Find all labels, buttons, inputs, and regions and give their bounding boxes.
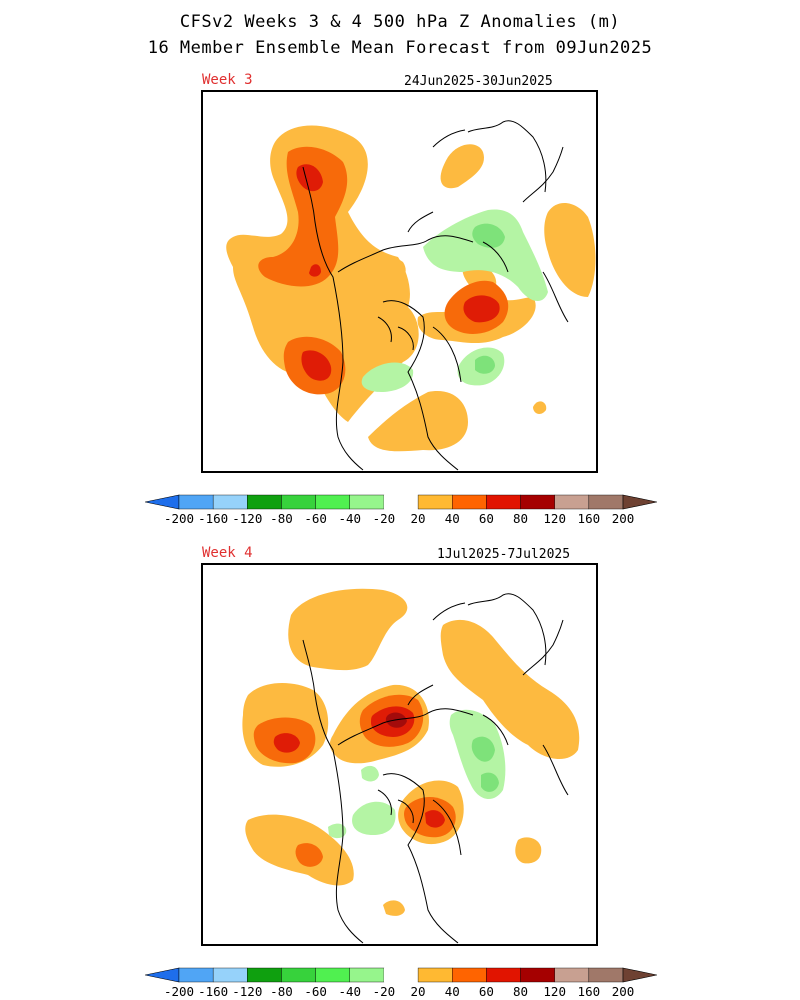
colorbar-swatch xyxy=(452,967,487,983)
colorbar-swatch xyxy=(315,967,350,983)
colorbar-swatch xyxy=(349,494,385,510)
colorbar-tick-label: -80 xyxy=(270,511,293,526)
colorbar-tick-label: -160 xyxy=(198,511,229,526)
colorbar-swatch xyxy=(417,494,453,510)
colorbar-swatch xyxy=(383,495,419,509)
week4-colorbar xyxy=(145,967,657,983)
colorbar-swatch xyxy=(417,967,453,983)
panel-week3-dates: 24Jun2025-30Jun2025 xyxy=(404,74,553,89)
week4-colorbar-labels: -200 -160 -120 -80 -60 -40 -20 20 40 60 80 120 160 20… xyxy=(145,984,657,1000)
colorbar-swatch xyxy=(588,494,624,510)
colorbar-end-cap-high xyxy=(622,967,657,983)
week3-anomaly-map xyxy=(201,90,598,473)
colorbar-swatch xyxy=(452,494,487,510)
colorbar-tick-label: -60 xyxy=(304,511,327,526)
week3-negative-40-region xyxy=(472,223,505,374)
colorbar-tick-label: 20 xyxy=(410,984,426,999)
week4-negative-40-region xyxy=(471,736,499,792)
colorbar-tick-label: -200 xyxy=(163,511,195,526)
colorbar-tick-label: 40 xyxy=(444,984,460,999)
colorbar-tick-label: -160 xyxy=(198,984,229,999)
colorbar-swatch xyxy=(554,494,590,510)
week3-negative-20-region xyxy=(361,209,548,392)
colorbar-swatch xyxy=(486,967,521,983)
chart-subtitle: 16 Member Ensemble Mean Forecast from 09… xyxy=(147,38,653,58)
colorbar-tick-label: -60 xyxy=(304,984,327,999)
colorbar-swatch xyxy=(178,494,214,510)
colorbar-swatch xyxy=(247,494,282,510)
colorbar-tick-label: 40 xyxy=(444,511,460,526)
colorbar-swatch xyxy=(247,967,282,983)
colorbar-tick-label: -40 xyxy=(338,984,362,999)
chart-title: CFSv2 Weeks 3 & 4 500 hPa Z Anomalies (m… xyxy=(179,12,621,32)
colorbar-end-cap-high xyxy=(622,494,657,510)
colorbar-end-cap-low xyxy=(145,494,180,510)
week4-anomaly-map xyxy=(201,563,598,946)
panel-week3-label: Week 3 xyxy=(202,72,253,88)
colorbar-swatch xyxy=(281,494,316,510)
week3-colorbar xyxy=(145,494,657,510)
colorbar-end-cap-low xyxy=(145,967,180,983)
colorbar-swatch xyxy=(520,967,555,983)
colorbar-swatch xyxy=(554,967,590,983)
colorbar-tick-label: -40 xyxy=(338,511,362,526)
colorbar-tick-label: 80 xyxy=(513,984,529,999)
colorbar-tick-label: -120 xyxy=(232,984,263,999)
colorbar-swatch xyxy=(212,967,248,983)
colorbar-tick-label: -80 xyxy=(270,984,293,999)
colorbar-swatch xyxy=(315,494,350,510)
panel-week4-label: Week 4 xyxy=(202,545,253,561)
colorbar-swatch xyxy=(178,967,214,983)
week3-colorbar-labels: -200 -160 -120 -80 -60 -40 -20 20 40 60 80 120 160 20… xyxy=(145,511,657,527)
colorbar-tick-label: -200 xyxy=(163,984,195,999)
colorbar-swatch xyxy=(212,494,248,510)
colorbar-swatch xyxy=(383,968,419,982)
colorbar-swatch xyxy=(588,967,624,983)
colorbar-tick-label: 160 xyxy=(577,984,601,999)
colorbar-tick-label: 200 xyxy=(611,984,635,999)
colorbar-tick-label: 20 xyxy=(410,511,426,526)
colorbar-swatch xyxy=(486,494,521,510)
colorbar-swatch xyxy=(349,967,385,983)
week3-coastlines xyxy=(302,120,569,471)
colorbar-tick-label: 120 xyxy=(543,984,566,999)
colorbar-tick-label: -20 xyxy=(372,511,396,526)
colorbar-tick-label: -20 xyxy=(372,984,396,999)
week3-positive-60-region xyxy=(296,164,500,381)
colorbar-tick-label: 120 xyxy=(543,511,566,526)
colorbar-tick-label: 80 xyxy=(513,511,529,526)
week4-coastlines xyxy=(302,593,569,944)
colorbar-tick-label: 60 xyxy=(478,511,494,526)
panel-week4-dates: 1Jul2025-7Jul2025 xyxy=(437,547,571,562)
colorbar-tick-label: -120 xyxy=(232,511,263,526)
colorbar-tick-label: 200 xyxy=(611,511,635,526)
colorbar-tick-label: 160 xyxy=(577,511,601,526)
colorbar-swatch xyxy=(520,494,555,510)
colorbar-swatch xyxy=(281,967,316,983)
colorbar-tick-label: 60 xyxy=(478,984,494,999)
